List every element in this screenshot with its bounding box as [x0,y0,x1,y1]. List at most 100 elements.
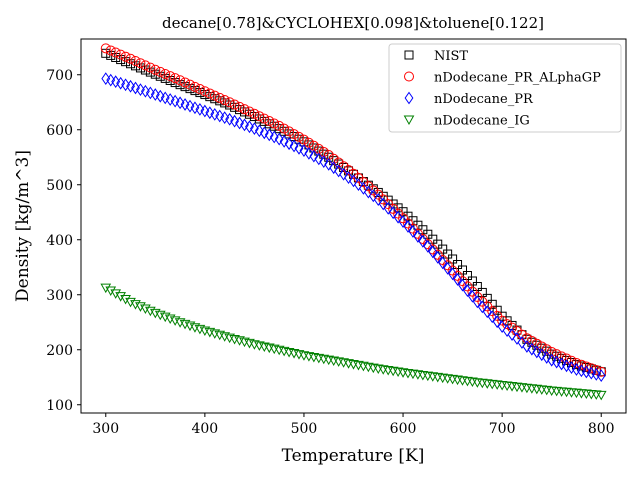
data-point [180,98,190,111]
data-point [259,113,270,124]
data-point [209,90,220,101]
data-point [155,89,165,103]
x-tick-label: 300 [92,421,119,437]
data-point [279,135,289,148]
data-point [552,355,562,369]
data-point [452,270,463,281]
x-tick-label: 700 [489,421,516,437]
data-point [428,234,438,244]
legend-marker [404,71,414,82]
data-point [422,239,433,250]
data-point [149,308,161,319]
data-point [135,58,146,69]
data-point [165,75,175,85]
x-tick-label: 800 [588,421,615,437]
plot-area [100,43,607,401]
data-point [180,82,190,92]
y-axis: 100 200 300 400 500 600 700 [46,68,81,414]
data-point [274,120,285,131]
data-point [443,249,453,259]
series-nDodecane_PR [101,72,606,382]
legend: NIST nDodecane_PR_ALphaGP nDodecane_PR nDod… [388,43,622,133]
data-point [205,92,215,102]
data-point [363,185,373,199]
data-point [105,45,116,56]
legend-label: NIST [434,49,468,64]
legend-label: nDodecane_PR [434,92,534,107]
data-point [487,299,497,309]
data-point [185,79,195,90]
data-point [562,359,571,373]
data-point [572,363,581,376]
data-point [467,286,478,297]
legend-label: nDodecane_PR_ALphaGP [434,71,601,86]
data-point [428,245,438,259]
data-point [413,230,423,243]
data-point [205,106,215,120]
data-point [284,126,295,137]
data-point [319,155,329,169]
data-point [145,67,155,77]
data-point [502,319,513,330]
data-point [289,139,299,153]
data-point [443,261,453,275]
data-point [115,292,126,302]
data-point [230,114,239,128]
data-point [438,244,448,254]
legend-marker [404,91,414,105]
data-point [210,107,220,121]
data-point [269,118,280,129]
data-point [432,249,443,260]
data-point [145,62,156,73]
data-point [249,108,260,119]
y-tick-label: 300 [46,288,73,304]
data-point [240,118,249,132]
x-axis-label: Temperature [K] [282,446,425,466]
data-point [116,76,126,90]
data-point [453,273,462,286]
data-point [284,137,294,151]
data-point [507,328,517,341]
data-point [349,174,358,188]
data-point [324,158,334,171]
data-point [551,349,562,360]
data-point [185,99,195,113]
data-point [116,55,126,65]
data-point [150,64,161,75]
data-point [190,86,200,96]
data-point [195,103,205,116]
data-point [359,182,368,195]
data-point [502,324,512,337]
data-point [155,71,165,81]
data-point [477,300,487,314]
data-point [131,81,140,95]
data-point [169,316,181,326]
data-point [150,69,160,79]
data-point [279,123,290,134]
data-point [130,56,141,66]
data-point [125,297,136,308]
legend-marker [403,115,415,126]
data-point [393,210,403,224]
legend-marker [404,50,414,60]
data-point [131,61,140,71]
data-point [378,197,388,211]
data-point [115,49,126,60]
data-point [309,149,319,163]
data-point [111,75,121,89]
data-point [200,104,210,118]
data-point [155,66,166,77]
data-point [219,95,230,106]
data-point [487,310,497,324]
data-point [512,326,522,337]
data-point [438,256,448,270]
legend-box [388,43,622,133]
chart-title: decane[0.78]&CYCLOHEX[0.098]&toluene[0.1… [162,14,544,32]
data-point [170,94,180,108]
data-point [264,116,275,127]
data-point [586,363,597,374]
data-point [447,265,458,276]
legend-label: nDodecane_IG [434,114,530,129]
data-point [175,75,186,86]
